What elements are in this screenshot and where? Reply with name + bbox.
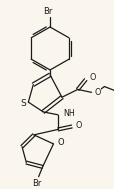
Text: O: O	[94, 88, 100, 97]
Text: NH: NH	[62, 109, 74, 118]
Text: Br: Br	[32, 179, 41, 188]
Text: O: O	[75, 121, 81, 130]
Text: O: O	[57, 138, 63, 147]
Text: Br: Br	[43, 7, 52, 16]
Text: O: O	[89, 73, 95, 82]
Text: S: S	[20, 99, 26, 108]
